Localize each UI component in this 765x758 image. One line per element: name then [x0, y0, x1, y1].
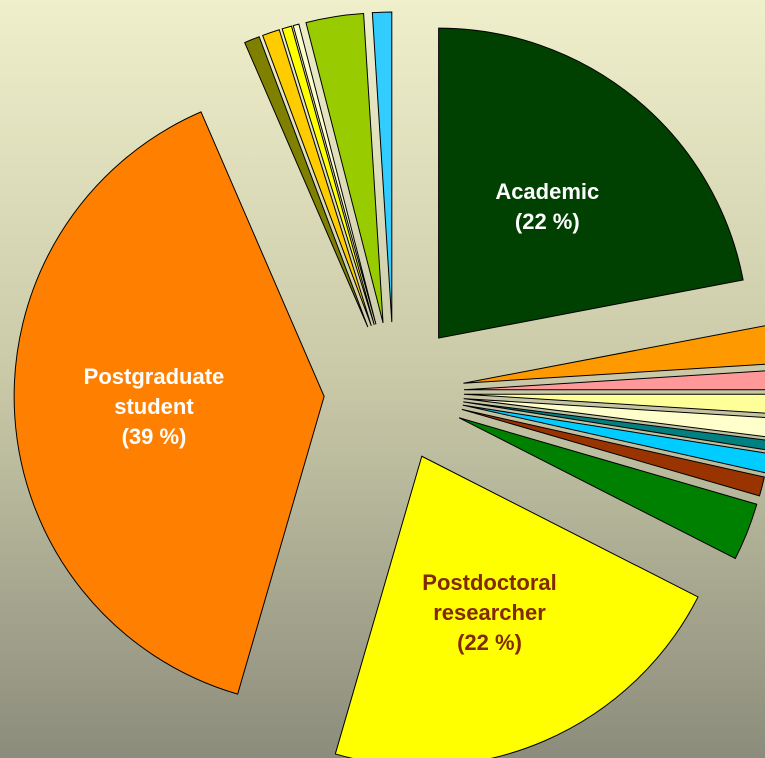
pie-slice: [461, 408, 765, 497]
slice-label: Academic (22 %): [447, 177, 647, 237]
pie-slice: [13, 111, 325, 695]
pie-slice: [334, 455, 699, 758]
pie-slice: [463, 325, 765, 384]
pie-slice: [371, 11, 393, 323]
pie-slice: [438, 27, 744, 339]
category-label: Postdoctoral researcher: [422, 569, 557, 625]
pie-slice: [458, 417, 758, 560]
pie-slice: [305, 12, 384, 323]
pie-slice: [292, 23, 377, 325]
pie-slice: [463, 398, 765, 438]
value-label: (39 %): [121, 424, 187, 450]
value-label: (22 %): [457, 629, 522, 655]
value-label: (22 %): [514, 208, 580, 234]
pie-slice: [281, 25, 375, 325]
category-label: Postgraduate student: [83, 364, 225, 420]
pie-slice: [463, 370, 765, 391]
pie-slice: [244, 36, 369, 328]
slice-label: Postdoctoral researcher (22 %): [390, 568, 590, 658]
pie-slice: [262, 29, 372, 326]
slice-label: Postgraduate student (39 %): [54, 362, 254, 452]
pie-slice: [463, 401, 765, 451]
pie-slice: [463, 393, 765, 414]
category-label: Academic: [495, 178, 600, 204]
